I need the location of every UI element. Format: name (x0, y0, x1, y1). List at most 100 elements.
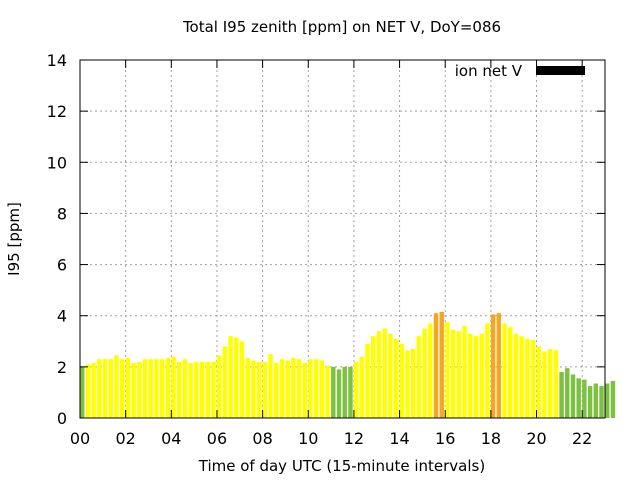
bar (485, 323, 490, 418)
bar (125, 357, 131, 418)
bars (80, 311, 616, 418)
bar (405, 350, 410, 418)
bar (496, 313, 502, 418)
bar (502, 323, 507, 418)
legend-swatch (536, 66, 585, 75)
x-tick-label: 08 (252, 429, 272, 448)
bar (199, 361, 205, 418)
bar (348, 366, 353, 418)
bar (291, 357, 296, 418)
bar (559, 371, 564, 418)
x-tick-label: 20 (526, 429, 546, 448)
bar (582, 379, 587, 418)
y-axis-label: I95 [ppm] (5, 202, 23, 276)
bar (576, 378, 581, 418)
bar (119, 359, 125, 418)
x-tick-labels: 00 02 04 06 08 10 12 14 16 18 20 22 (70, 429, 593, 448)
chart-title: Total I95 zenith [ppm] on NET V, DoY=086 (182, 18, 501, 36)
bar (536, 346, 541, 418)
bar (371, 336, 376, 418)
bar (285, 360, 290, 418)
bar (97, 359, 102, 418)
y-tick-label: 10 (47, 153, 67, 172)
bar (587, 386, 593, 418)
bar (245, 357, 250, 418)
bar (313, 359, 319, 418)
bar (393, 338, 399, 418)
bar (353, 361, 359, 418)
bar (325, 365, 330, 418)
bar (148, 359, 153, 418)
bar (468, 333, 473, 418)
bar (159, 359, 165, 418)
bar (194, 361, 199, 418)
bar (565, 368, 570, 418)
bar (599, 386, 604, 418)
bar (114, 355, 119, 418)
y-tick-label: 14 (47, 51, 67, 70)
x-tick-label: 18 (481, 429, 501, 448)
bar (456, 331, 462, 418)
bar (222, 346, 228, 418)
bar (319, 360, 325, 418)
bar (308, 359, 313, 418)
bar (268, 354, 273, 418)
bar (553, 350, 559, 418)
y-tick-label: 4 (57, 307, 67, 326)
bar (165, 357, 171, 418)
bar (80, 366, 85, 418)
y-tick-label: 12 (47, 102, 67, 121)
bar (479, 333, 484, 418)
bar (137, 361, 142, 418)
bar (519, 336, 524, 418)
bar (410, 348, 416, 418)
x-tick-label: 12 (344, 429, 364, 448)
bar (256, 361, 262, 418)
bar (570, 374, 576, 418)
x-tick-label: 14 (389, 429, 409, 448)
bar (376, 331, 382, 418)
ticks (79, 59, 605, 419)
bar (182, 359, 188, 418)
bar (216, 355, 222, 418)
bar (445, 322, 450, 418)
x-tick-label: 04 (161, 429, 181, 448)
bar (336, 369, 342, 418)
legend-label: ion net V (455, 62, 523, 80)
bar (547, 348, 553, 418)
bar (525, 338, 530, 418)
bar (228, 336, 233, 418)
bar (342, 366, 347, 418)
bar (108, 359, 113, 418)
x-tick-label: 10 (298, 429, 318, 448)
bar (542, 351, 547, 418)
y-tick-label: 6 (57, 256, 67, 275)
x-tick-label: 16 (435, 429, 455, 448)
bar (131, 363, 136, 418)
y-tick-label: 8 (57, 204, 67, 223)
plot-frame (79, 59, 606, 419)
bar (211, 361, 216, 418)
x-tick-label: 00 (70, 429, 90, 448)
bar (331, 366, 336, 418)
bar (302, 363, 307, 418)
y-tick-labels: 0 2 4 6 8 10 12 14 (47, 51, 67, 428)
bar (462, 325, 467, 418)
bar (234, 337, 239, 418)
bar (171, 356, 176, 418)
x-tick-label: 22 (572, 429, 592, 448)
bar (388, 333, 393, 418)
bar (473, 336, 479, 418)
bar (359, 356, 365, 418)
bar (593, 383, 599, 418)
bar (399, 343, 405, 418)
bar (91, 363, 96, 418)
bar (422, 328, 427, 418)
bar (296, 359, 302, 418)
bar (439, 311, 444, 418)
bar (188, 363, 193, 418)
x-axis-label: Time of day UTC (15-minute intervals) (198, 457, 485, 475)
bar (142, 359, 148, 418)
bar (428, 323, 433, 418)
bar (507, 327, 513, 418)
